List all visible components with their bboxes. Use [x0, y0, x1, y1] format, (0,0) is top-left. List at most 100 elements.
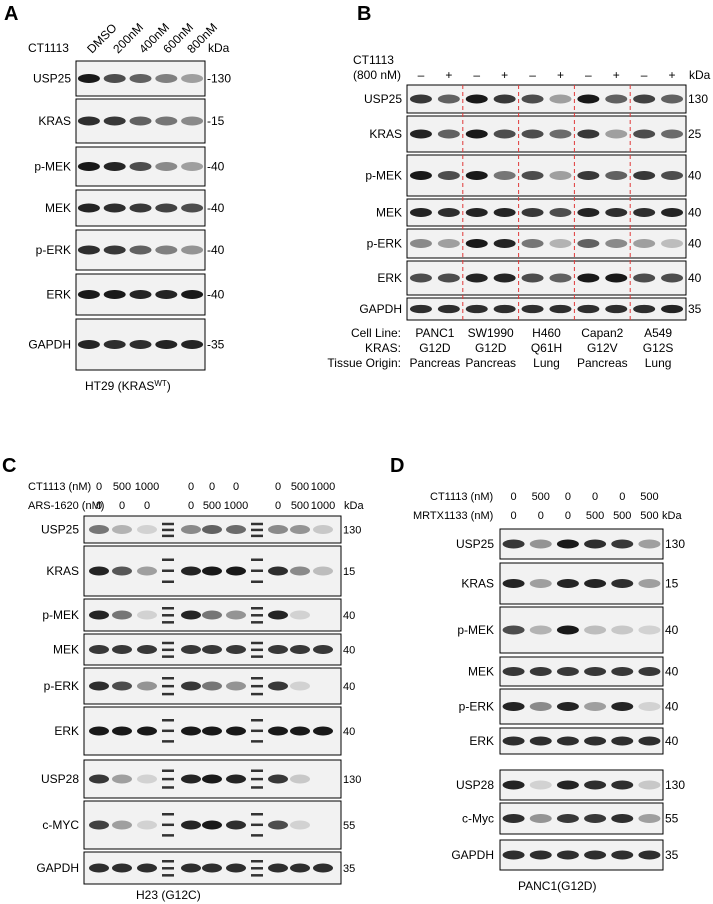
band — [549, 171, 572, 180]
band — [437, 94, 460, 104]
band — [155, 116, 178, 126]
ladder-band — [162, 534, 174, 538]
panel-c-footer: H23 (G12C) — [136, 888, 201, 902]
band — [77, 116, 100, 126]
band — [129, 340, 152, 349]
ladder-band — [162, 614, 174, 617]
panel-d-footer: PANC1(G12D) — [518, 879, 596, 893]
band — [529, 814, 552, 823]
band — [89, 681, 109, 691]
band — [521, 273, 544, 283]
ladder-band — [251, 522, 263, 526]
lane-sign: + — [557, 68, 564, 82]
ladder-band — [251, 834, 263, 837]
band — [521, 171, 544, 180]
blot-gapdh: GAPDH 35 — [36, 851, 355, 885]
ladder-band — [251, 719, 263, 722]
ladder-band — [162, 655, 174, 658]
band — [268, 525, 288, 534]
band — [89, 863, 109, 873]
ladder-band — [162, 684, 174, 688]
lane-sign: + — [445, 68, 452, 82]
ladder-band — [162, 729, 174, 733]
blot-kras: KRAS -15 — [38, 98, 225, 144]
blot-usp25: USP25 -130 — [33, 60, 231, 97]
band — [290, 566, 310, 576]
band — [137, 525, 157, 534]
ladder-band — [251, 860, 263, 863]
ladder-band — [162, 528, 174, 532]
band — [605, 129, 628, 139]
band — [155, 340, 178, 349]
band — [155, 74, 178, 83]
band — [661, 208, 684, 217]
band — [137, 566, 157, 576]
ct1113-dose: 500 — [113, 481, 131, 493]
band — [181, 863, 201, 873]
blot-label: c-MYC — [42, 818, 79, 832]
blot-label: USP25 — [364, 92, 402, 106]
lane-sign: – — [418, 68, 425, 82]
band — [112, 726, 132, 736]
blot-usp28: USP28 130 — [456, 769, 685, 801]
blot-label: KRAS — [46, 564, 79, 578]
band — [605, 304, 628, 314]
band — [103, 203, 126, 213]
ladder-band — [162, 874, 174, 877]
band — [502, 702, 525, 711]
kda-marker: 130 — [688, 92, 708, 106]
band — [529, 780, 552, 790]
kda-marker: 35 — [343, 863, 355, 875]
band — [226, 566, 246, 576]
blot-p-mek: p-MEK 40 — [42, 598, 355, 632]
panel-c-blots: USP25 130 KRAS 15 p-MEK 40 MEK 40 p-ERK 40 ERK 40 US… — [36, 515, 361, 885]
ladder-band — [251, 569, 263, 572]
band — [638, 780, 661, 790]
band — [502, 850, 525, 860]
panel-b-annotations: Cell Line:KRAS:Tissue Origin:PANC1G12DPa… — [327, 326, 673, 370]
ladder-band — [251, 621, 263, 624]
band — [611, 579, 634, 588]
kda-marker: 40 — [343, 726, 355, 738]
ladder-band — [251, 823, 263, 827]
band — [77, 74, 100, 83]
kda-marker: 35 — [688, 302, 702, 316]
ct1113-dose: 0 — [592, 491, 598, 503]
band — [181, 566, 201, 576]
band — [181, 162, 204, 171]
band — [605, 94, 628, 104]
blot-label: p-ERK — [459, 700, 494, 714]
band — [202, 820, 222, 830]
mrtx1133-dose: 0 — [565, 510, 571, 522]
band — [89, 645, 109, 654]
blot-label: c-Myc — [462, 812, 494, 826]
band — [137, 863, 157, 873]
kda-marker: 40 — [343, 645, 355, 657]
band — [112, 566, 132, 576]
band — [638, 736, 661, 746]
ladder-band — [251, 769, 263, 772]
row-header: KRAS: — [365, 341, 401, 355]
band — [89, 610, 109, 620]
band — [502, 814, 525, 823]
band — [493, 171, 516, 180]
ct1113-dose: 500 — [640, 491, 658, 503]
band — [268, 610, 288, 620]
band — [313, 566, 333, 576]
panel-c-kda-header: kDa — [344, 500, 364, 512]
blot-gapdh: GAPDH 35 — [359, 297, 702, 321]
band — [502, 625, 525, 635]
band — [493, 208, 516, 217]
kda-marker: -40 — [207, 288, 225, 302]
panel-a-footer-main: HT29 (KRAS — [85, 379, 154, 393]
lane-sign: – — [641, 68, 648, 82]
blot-label: ERK — [377, 271, 402, 285]
blot-usp25: USP25 130 — [456, 528, 685, 560]
blot-label: USP28 — [456, 778, 494, 792]
band — [661, 304, 684, 314]
band — [202, 681, 222, 691]
band — [556, 736, 579, 746]
blot-label: ERK — [46, 288, 71, 302]
cell-line: A549 — [644, 326, 672, 340]
